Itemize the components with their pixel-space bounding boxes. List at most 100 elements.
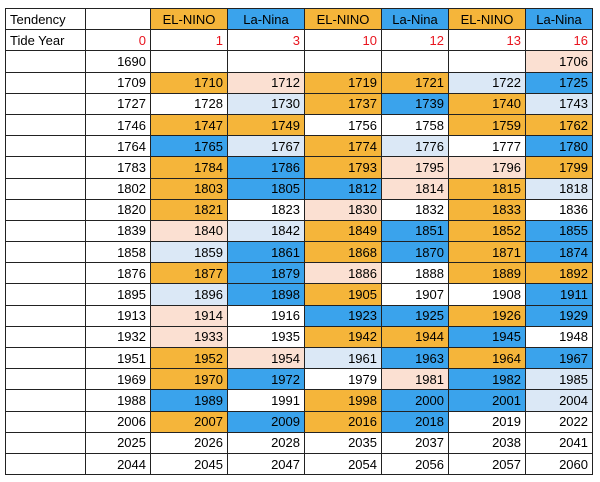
blank-cell[interactable] <box>5 92 86 115</box>
year-cell[interactable]: 1730 <box>227 92 305 115</box>
year-cell[interactable]: 1774 <box>304 135 382 158</box>
tide-year-offset-cell[interactable]: 0 <box>85 29 151 52</box>
year-cell[interactable]: 2041 <box>525 431 593 454</box>
base-year-cell[interactable]: 2025 <box>85 431 151 454</box>
blank-cell[interactable] <box>5 368 86 391</box>
year-cell[interactable]: 1871 <box>448 241 526 264</box>
tendency-cell-4[interactable]: La-Nina <box>381 7 449 31</box>
base-year-cell[interactable]: 1709 <box>85 71 151 94</box>
year-cell[interactable]: 1740 <box>448 92 526 115</box>
year-cell[interactable]: 2001 <box>448 389 526 412</box>
tide-year-offset-cell[interactable]: 12 <box>381 29 449 52</box>
year-cell[interactable]: 1868 <box>304 241 382 264</box>
year-cell[interactable]: 1896 <box>150 283 228 306</box>
blank-cell[interactable] <box>5 410 86 433</box>
base-year-cell[interactable]: 1951 <box>85 346 151 370</box>
tide-year-offset-cell[interactable]: 16 <box>525 29 593 52</box>
tendency-cell-2[interactable]: La-Nina <box>227 7 305 31</box>
year-cell[interactable]: 1963 <box>381 346 449 370</box>
year-cell[interactable]: 1849 <box>304 219 382 243</box>
base-year-cell[interactable]: 1932 <box>85 325 151 349</box>
tide-year-offset-cell[interactable]: 3 <box>227 29 305 52</box>
year-cell[interactable]: 1989 <box>150 389 228 412</box>
year-cell[interactable]: 1970 <box>150 368 228 391</box>
year-cell[interactable]: 1721 <box>381 71 449 94</box>
year-cell[interactable]: 2019 <box>448 410 526 433</box>
year-cell[interactable]: 1929 <box>525 304 593 327</box>
blank-cell[interactable] <box>5 346 86 370</box>
year-cell[interactable]: 2028 <box>227 431 305 454</box>
year-cell[interactable]: 2057 <box>448 452 526 476</box>
year-cell[interactable]: 1830 <box>304 198 382 221</box>
year-cell[interactable]: 2045 <box>150 452 228 476</box>
year-cell[interactable]: 2037 <box>381 431 449 454</box>
base-year-cell[interactable]: 2044 <box>85 452 151 476</box>
year-cell[interactable]: 1776 <box>381 135 449 158</box>
year-cell[interactable]: 1852 <box>448 219 526 243</box>
base-year-cell[interactable]: 1802 <box>85 177 151 200</box>
year-cell[interactable]: 1840 <box>150 219 228 243</box>
year-cell[interactable]: 1889 <box>448 262 526 285</box>
year-cell[interactable]: 1710 <box>150 71 228 94</box>
blank-cell[interactable] <box>5 71 86 94</box>
base-year-cell[interactable]: 1913 <box>85 304 151 327</box>
year-cell[interactable]: 1799 <box>525 156 593 179</box>
year-cell[interactable]: 1935 <box>227 325 305 349</box>
year-cell[interactable]: 1908 <box>448 283 526 306</box>
year-cell[interactable]: 1803 <box>150 177 228 200</box>
year-cell[interactable]: 1805 <box>227 177 305 200</box>
year-cell[interactable]: 1892 <box>525 262 593 285</box>
year-cell[interactable]: 1759 <box>448 113 526 137</box>
base-year-cell[interactable]: 1839 <box>85 219 151 243</box>
tide-year-offset-cell[interactable]: 1 <box>150 29 228 52</box>
blank-cell[interactable] <box>5 219 86 243</box>
base-year-cell[interactable]: 1690 <box>85 50 151 73</box>
year-cell[interactable]: 1954 <box>227 346 305 370</box>
year-cell[interactable]: 1898 <box>227 283 305 306</box>
year-cell[interactable]: 1777 <box>448 135 526 158</box>
year-cell[interactable]: 1756 <box>304 113 382 137</box>
year-cell[interactable] <box>448 50 526 73</box>
year-cell[interactable]: 1916 <box>227 304 305 327</box>
tendency-cell-0[interactable] <box>85 7 151 31</box>
year-cell[interactable]: 2018 <box>381 410 449 433</box>
base-year-cell[interactable]: 1820 <box>85 198 151 221</box>
blank-cell[interactable] <box>5 262 86 285</box>
blank-cell[interactable] <box>5 283 86 306</box>
year-cell[interactable]: 1795 <box>381 156 449 179</box>
base-year-cell[interactable]: 1988 <box>85 389 151 412</box>
year-cell[interactable]: 1925 <box>381 304 449 327</box>
year-cell[interactable]: 1722 <box>448 71 526 94</box>
year-cell[interactable]: 1888 <box>381 262 449 285</box>
year-cell[interactable]: 1961 <box>304 346 382 370</box>
year-cell[interactable]: 1706 <box>525 50 593 73</box>
year-cell[interactable] <box>304 50 382 73</box>
year-cell[interactable]: 1859 <box>150 241 228 264</box>
year-cell[interactable]: 1749 <box>227 113 305 137</box>
base-year-cell[interactable]: 1969 <box>85 368 151 391</box>
tendency-cell-3[interactable]: EL-NINO <box>304 7 382 31</box>
tide-year-offset-cell[interactable]: 13 <box>448 29 526 52</box>
year-cell[interactable]: 1823 <box>227 198 305 221</box>
year-cell[interactable]: 1836 <box>525 198 593 221</box>
year-cell[interactable]: 1905 <box>304 283 382 306</box>
base-year-cell[interactable]: 2006 <box>85 410 151 433</box>
year-cell[interactable]: 1907 <box>381 283 449 306</box>
year-cell[interactable]: 1786 <box>227 156 305 179</box>
year-cell[interactable] <box>150 50 228 73</box>
year-cell[interactable]: 1737 <box>304 92 382 115</box>
year-cell[interactable]: 1933 <box>150 325 228 349</box>
year-cell[interactable]: 2054 <box>304 452 382 476</box>
year-cell[interactable]: 1762 <box>525 113 593 137</box>
year-cell[interactable]: 1877 <box>150 262 228 285</box>
year-cell[interactable]: 2009 <box>227 410 305 433</box>
tendency-cell-6[interactable]: La-Nina <box>525 7 593 31</box>
year-cell[interactable]: 1725 <box>525 71 593 94</box>
tendency-cell-1[interactable]: EL-NINO <box>150 7 228 31</box>
year-cell[interactable]: 1926 <box>448 304 526 327</box>
year-cell[interactable]: 1982 <box>448 368 526 391</box>
blank-cell[interactable] <box>5 241 86 264</box>
year-cell[interactable]: 2016 <box>304 410 382 433</box>
base-year-cell[interactable]: 1895 <box>85 283 151 306</box>
year-cell[interactable]: 1743 <box>525 92 593 115</box>
